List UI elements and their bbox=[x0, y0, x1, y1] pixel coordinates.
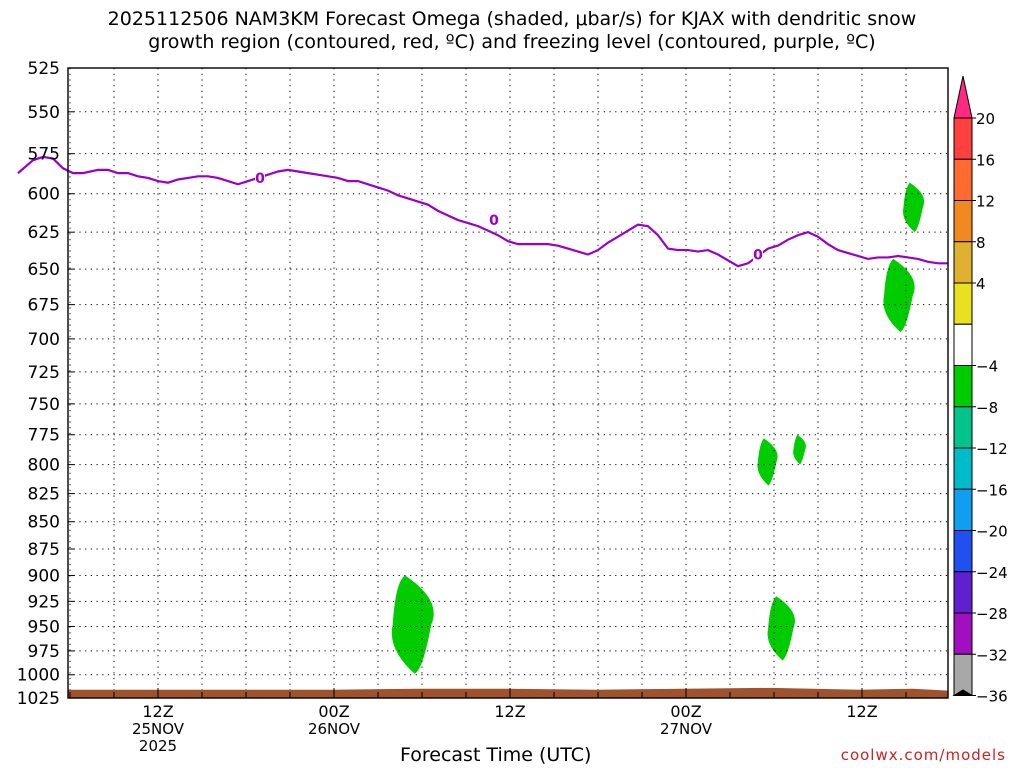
colorbar-swatch bbox=[953, 488, 973, 531]
y-tick-label: 775 bbox=[28, 426, 60, 446]
omega-cell-5 bbox=[883, 258, 915, 333]
y-tick-label: 850 bbox=[28, 513, 60, 533]
x-axis-title: Forecast Time (UTC) bbox=[400, 744, 592, 766]
colorbar-label: −20 bbox=[976, 523, 1008, 541]
y-tick-label: 675 bbox=[28, 296, 60, 316]
x-year-label: 2025 bbox=[138, 737, 178, 755]
colorbar-label: 20 bbox=[976, 110, 995, 128]
site-credit[interactable]: coolwx.com/models bbox=[840, 746, 1006, 764]
y-tick-label: 750 bbox=[28, 395, 60, 415]
colorbar-swatch bbox=[953, 117, 973, 160]
omega-cell-1 bbox=[391, 575, 434, 674]
colorbar-label: −28 bbox=[976, 605, 1008, 623]
colorbar-label: −8 bbox=[976, 399, 998, 417]
y-tick-label: 625 bbox=[28, 223, 60, 243]
y-tick-label: 800 bbox=[28, 456, 60, 476]
colorbar-label: 12 bbox=[976, 193, 995, 211]
x-tick-label: 12Z bbox=[494, 702, 526, 721]
y-tick-label: 950 bbox=[28, 617, 60, 637]
x-date-label: 27NOV bbox=[659, 720, 713, 738]
y-tick-label: 725 bbox=[28, 363, 60, 383]
y-tick-label: 700 bbox=[28, 330, 60, 350]
y-tick-label: 1000 bbox=[17, 666, 60, 686]
y-tick-label: 825 bbox=[28, 485, 60, 505]
colorbar-label: −36 bbox=[976, 688, 1008, 706]
colorbar-swatch bbox=[953, 406, 973, 449]
y-tick-label: 875 bbox=[28, 540, 60, 560]
x-tick-label: 12Z bbox=[846, 702, 878, 721]
contour-label-bg bbox=[489, 212, 499, 227]
y-tick-label: 600 bbox=[28, 185, 60, 205]
plot-frame bbox=[67, 67, 949, 699]
y-tick-label: 975 bbox=[28, 642, 60, 662]
y-tick-label: 575 bbox=[28, 145, 60, 165]
colorbar-swatch bbox=[953, 282, 973, 325]
contour-label-bg bbox=[255, 169, 265, 184]
colorbar-swatch bbox=[953, 365, 973, 408]
colorbar-label: 8 bbox=[976, 234, 986, 252]
x-tick-label: 00Z bbox=[318, 702, 350, 721]
colorbar-swatch bbox=[953, 530, 973, 573]
chart-title-line1: 2025112506 NAM3KM Forecast Omega (shaded… bbox=[107, 8, 917, 30]
x-date-label: 25NOV bbox=[131, 720, 185, 738]
colorbar-bottom-arrow bbox=[952, 689, 974, 696]
freezing-level-contour bbox=[17, 155, 948, 268]
contour-label-bg bbox=[753, 246, 763, 261]
y-tick-label: 650 bbox=[28, 260, 60, 280]
omega-cell-3 bbox=[793, 434, 806, 465]
colorbar-swatch bbox=[953, 653, 973, 696]
surface-terrain bbox=[68, 687, 948, 698]
freezing-level-label: 0 bbox=[489, 213, 499, 229]
colorbar-label: −24 bbox=[976, 564, 1008, 582]
freezing-level-label: 0 bbox=[255, 171, 265, 187]
y-tick-label: 525 bbox=[28, 59, 60, 79]
omega-cell-6 bbox=[903, 182, 925, 233]
freezing-level-label: 0 bbox=[753, 248, 763, 264]
x-date-label: 26NOV bbox=[307, 720, 361, 738]
colorbar-label: −32 bbox=[976, 646, 1008, 664]
x-tick-label: 00Z bbox=[670, 702, 702, 721]
colorbar-label: 16 bbox=[976, 151, 995, 169]
y-tick-label: 550 bbox=[28, 103, 60, 123]
colorbar-top-arrow bbox=[953, 75, 973, 119]
colorbar-swatch bbox=[953, 158, 973, 201]
colorbar-swatch bbox=[953, 323, 973, 366]
omega-cell-2 bbox=[757, 438, 778, 486]
colorbar-label: 4 bbox=[976, 275, 986, 293]
colorbar-swatch bbox=[953, 571, 973, 614]
colorbar-swatch bbox=[953, 612, 973, 655]
y-tick-label: 900 bbox=[28, 567, 60, 587]
colorbar-swatch bbox=[953, 241, 973, 284]
y-tick-label: 925 bbox=[28, 592, 60, 612]
x-tick-label: 12Z bbox=[142, 702, 174, 721]
colorbar-label: −12 bbox=[976, 440, 1008, 458]
colorbar-swatch bbox=[953, 200, 973, 243]
chart-title-line2: growth region (contoured, red, ºC) and f… bbox=[148, 31, 876, 53]
colorbar-swatch bbox=[953, 447, 973, 490]
y-tick-label: 1025 bbox=[17, 689, 60, 709]
colorbar-label: −16 bbox=[976, 481, 1008, 499]
colorbar-label: −4 bbox=[976, 358, 998, 376]
